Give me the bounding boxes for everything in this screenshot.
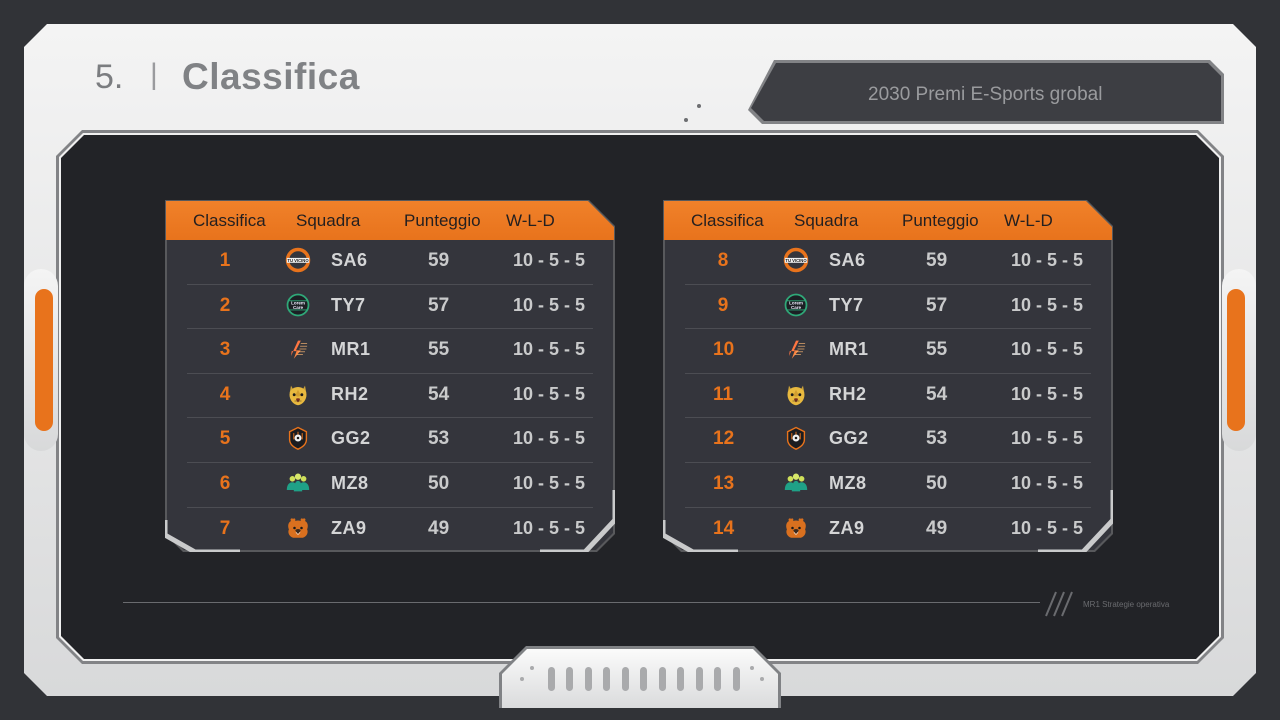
svg-text:Care: Care [293,305,304,310]
svg-text:TU VICINO: TU VICINO [287,258,309,263]
svg-text:TU VICINO: TU VICINO [785,258,807,263]
svg-text:Care: Care [791,305,802,310]
